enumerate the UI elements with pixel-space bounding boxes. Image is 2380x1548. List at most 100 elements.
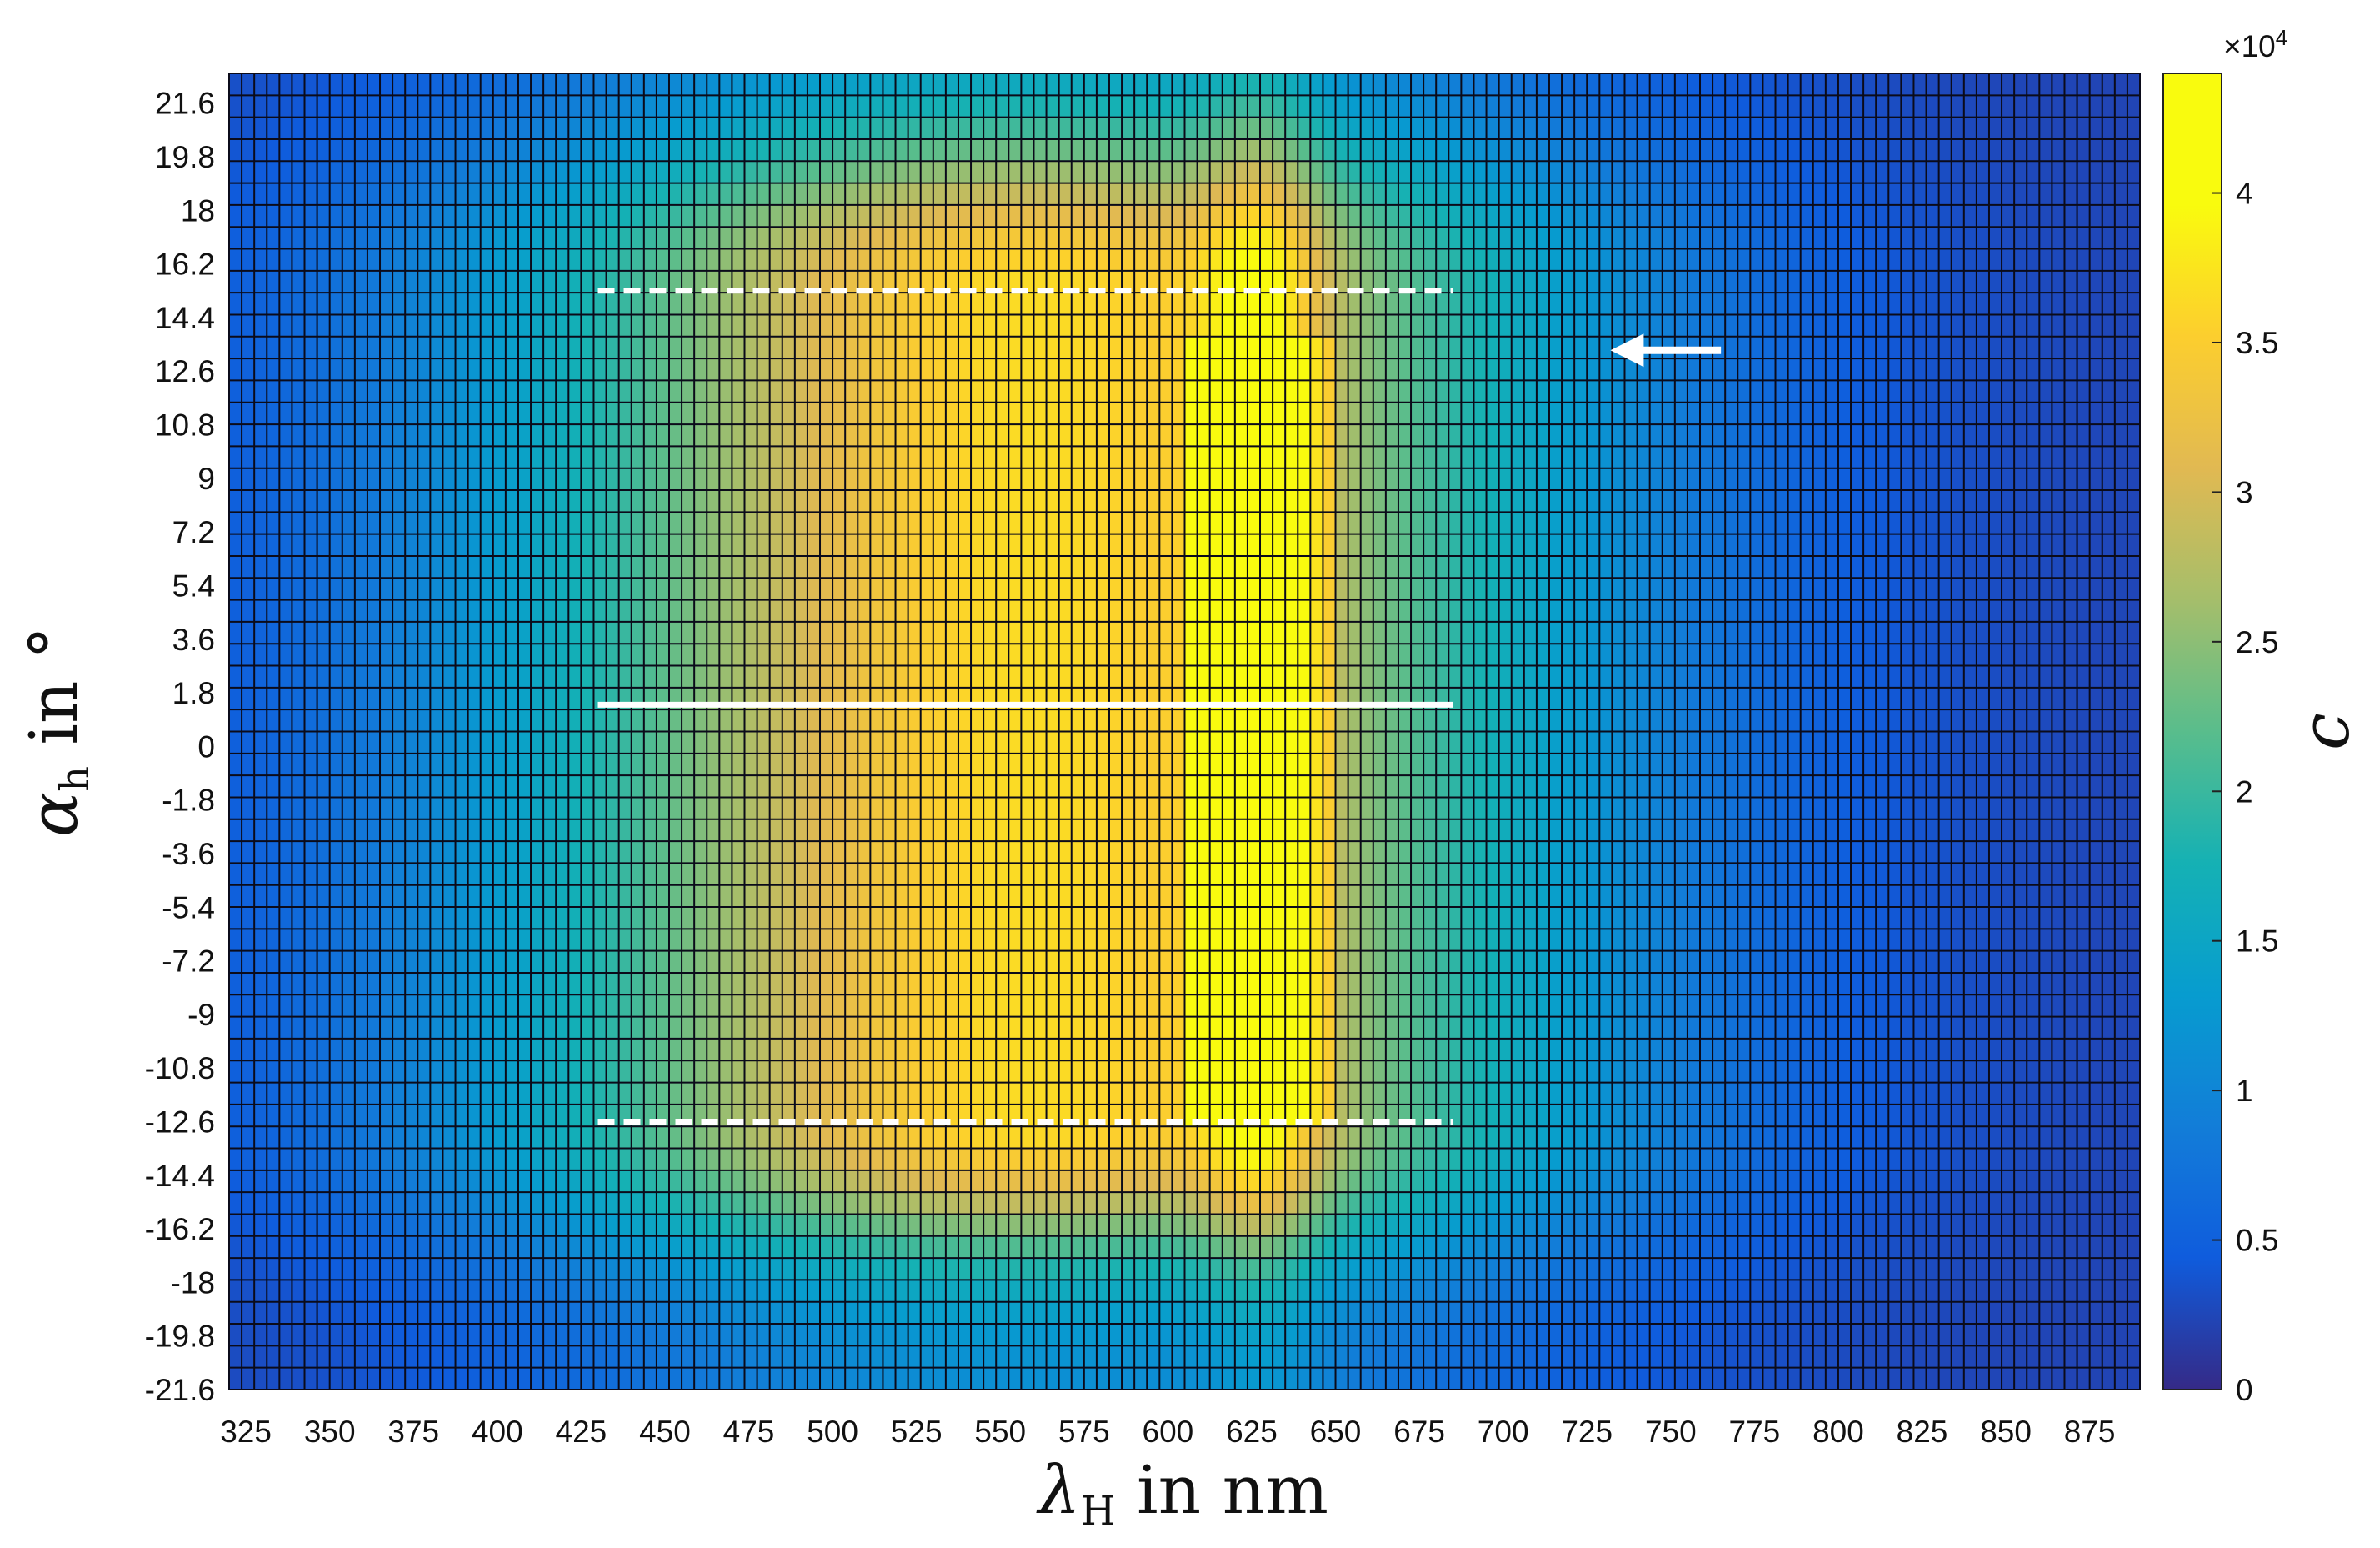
heatmap-cell [618, 929, 632, 952]
heatmap-cell [292, 1192, 305, 1215]
heatmap-cell [581, 644, 594, 666]
heatmap-cell [1159, 1016, 1172, 1040]
heatmap-cell [971, 1192, 984, 1215]
heatmap-cell [668, 336, 682, 359]
heatmap-cell [945, 402, 959, 425]
heatmap-cell [1008, 270, 1022, 293]
heatmap-cell [971, 95, 984, 118]
heatmap-cell [744, 1345, 758, 1369]
heatmap-cell [1247, 1082, 1261, 1105]
heatmap-cell [279, 1258, 292, 1280]
heatmap-cell [593, 907, 607, 929]
heatmap-cell [656, 797, 670, 820]
heatmap-cell [1197, 1016, 1211, 1040]
heatmap-cell [342, 490, 356, 513]
heatmap-cell [1234, 863, 1248, 886]
heatmap-cell [430, 204, 443, 228]
heatmap-cell [971, 621, 984, 644]
heatmap-cell [1033, 161, 1047, 183]
heatmap-cell [1021, 621, 1034, 644]
heatmap-cell [832, 227, 846, 249]
heatmap-cell [1083, 358, 1098, 381]
heatmap-cell [556, 1016, 569, 1040]
heatmap-cell [1147, 1280, 1160, 1303]
heatmap-cell [656, 534, 670, 557]
heatmap-cell [1108, 1280, 1122, 1303]
heatmap-cell [468, 446, 482, 469]
heatmap-cell [292, 1324, 305, 1346]
heatmap-cell [1172, 972, 1185, 995]
heatmap-cell [380, 665, 393, 689]
heatmap-cell [430, 775, 443, 798]
heatmap-cell [267, 1235, 280, 1259]
heatmap-cell [832, 599, 846, 623]
heatmap-cell [769, 534, 783, 557]
heatmap-cell [455, 358, 469, 381]
heatmap-cell [719, 512, 732, 535]
heatmap-cell [317, 1367, 331, 1390]
heatmap-cell [1234, 1016, 1248, 1040]
heatmap-cell [744, 512, 758, 535]
heatmap-cell [418, 929, 431, 952]
heatmap-cell [707, 599, 720, 623]
heatmap-cell [1222, 161, 1236, 183]
heatmap-cell [983, 863, 997, 886]
heatmap-cell [845, 73, 858, 96]
heatmap-cell [882, 534, 896, 557]
heatmap-cell [996, 907, 1009, 929]
heatmap-cell [782, 884, 796, 908]
heatmap-cell [279, 1367, 292, 1390]
heatmap-cell [958, 270, 972, 293]
heatmap-cell [1222, 1345, 1236, 1369]
heatmap-cell [932, 994, 947, 1018]
heatmap-cell [932, 1345, 947, 1369]
heatmap-cell [807, 1324, 821, 1346]
heatmap-cell [380, 314, 393, 338]
heatmap-cell [656, 731, 670, 754]
heatmap-cell [707, 1192, 720, 1215]
heatmap-cell [1122, 1324, 1135, 1346]
heatmap-cell [719, 468, 732, 491]
heatmap-cell [1247, 709, 1261, 732]
heatmap-cell [1096, 534, 1110, 557]
heatmap-cell [870, 204, 883, 228]
heatmap-cell [1222, 270, 1236, 293]
heatmap-cell [870, 1235, 883, 1259]
heatmap-cell [380, 161, 393, 183]
heatmap-cell [455, 665, 469, 689]
heatmap-cell [694, 183, 708, 206]
heatmap-cell [480, 1192, 494, 1215]
heatmap-cell [1159, 204, 1172, 228]
heatmap-cell [732, 138, 745, 162]
heatmap-cell [945, 753, 959, 776]
heatmap-cell [304, 578, 318, 600]
heatmap-cell [757, 775, 771, 798]
heatmap-cell [1096, 117, 1110, 140]
heatmap-cell [1260, 358, 1273, 381]
heatmap-cell [694, 1082, 708, 1105]
heatmap-cell [1247, 534, 1261, 557]
heatmap-cell [531, 709, 544, 732]
heatmap-cell [996, 1280, 1009, 1303]
heatmap-cell [895, 665, 909, 689]
heatmap-cell [455, 1345, 469, 1369]
heatmap-cell [769, 1060, 783, 1083]
heatmap-cell [568, 555, 582, 579]
heatmap-cell [568, 117, 582, 140]
heatmap-cell [882, 950, 896, 974]
heatmap-cell [329, 227, 343, 249]
heatmap-cell [794, 555, 808, 579]
heatmap-cell [668, 1192, 682, 1215]
heatmap-cell [1260, 1367, 1273, 1390]
heatmap-cell [719, 1082, 732, 1105]
heatmap-cell [1234, 665, 1248, 689]
heatmap-cell [329, 1280, 343, 1303]
heatmap-cell [392, 863, 406, 886]
heatmap-cell [242, 731, 255, 754]
heatmap-cell [1234, 841, 1248, 864]
heatmap-cell [468, 1192, 482, 1215]
heatmap-cell [380, 950, 393, 974]
heatmap-cell [254, 687, 268, 710]
heatmap-cell [1134, 446, 1148, 469]
heatmap-cell [769, 709, 783, 732]
